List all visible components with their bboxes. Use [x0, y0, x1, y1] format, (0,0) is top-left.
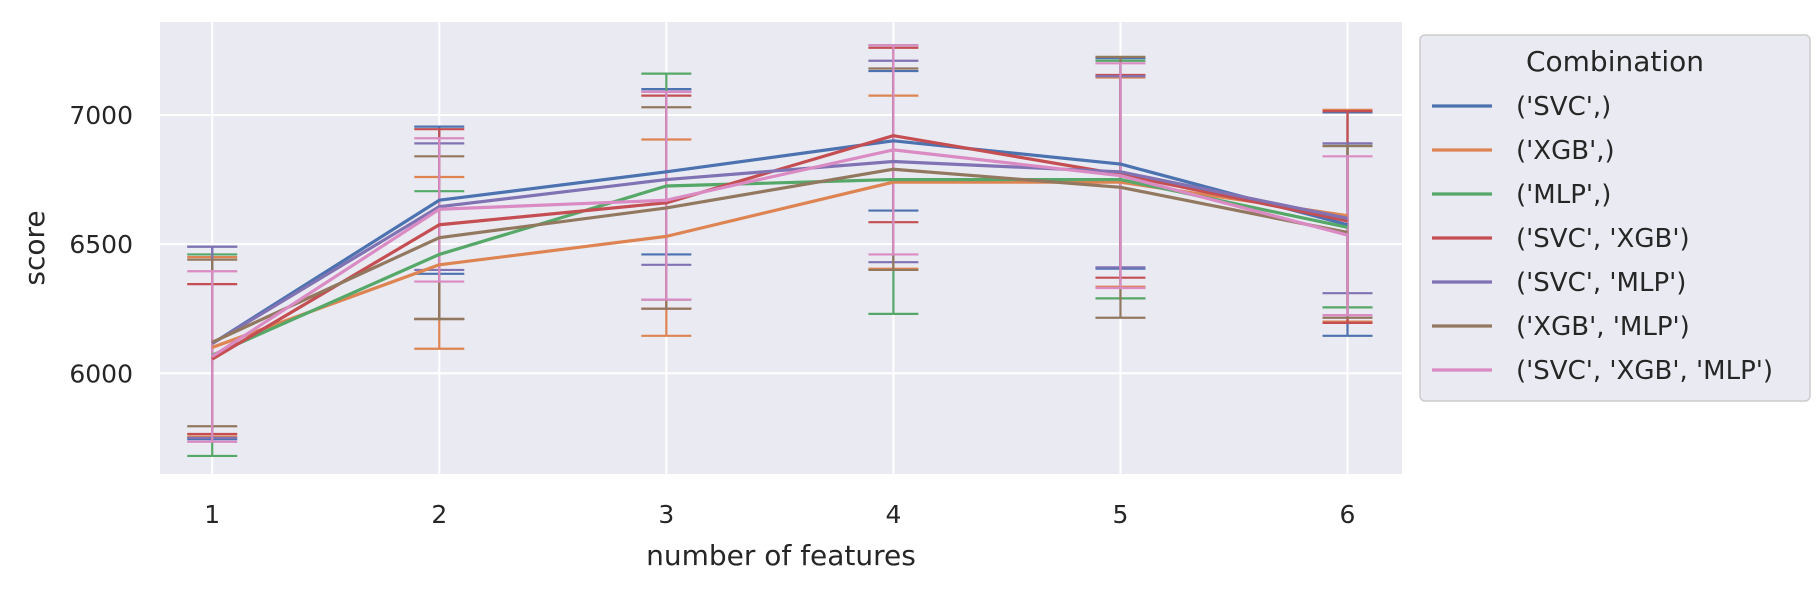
legend-box: [1419, 34, 1811, 402]
series-lines: [211, 134, 1348, 361]
y-axis-label: score: [18, 210, 51, 285]
y-tick-labels: 6000 6500 7000: [69, 101, 133, 388]
x-tick-label: 4: [885, 500, 901, 529]
x-tick-label: 1: [204, 500, 220, 529]
legend-items: ('SVC',) ('XGB',) ('MLP',) ('SVC', 'XGB') ('…: [1432, 92, 1773, 386]
series-line: [211, 148, 1348, 358]
legend-label: ('XGB',): [1516, 136, 1615, 166]
x-tick-label: 5: [1112, 500, 1128, 529]
legend: Combination ('SVC',)('XGB',)('MLP',)('SV…: [1419, 34, 1811, 402]
series-line: [211, 139, 1348, 345]
legend-entry: ('SVC', 'XGB', 'MLP'): [1432, 356, 1773, 386]
legend-entry: ('SVC', 'XGB'): [1432, 224, 1690, 254]
legend-label: ('SVC', 'XGB', 'MLP'): [1516, 356, 1773, 386]
x-tick-labels: 1 2 3 4 5 6: [204, 500, 1355, 529]
legend-entry: ('XGB', 'MLP'): [1432, 312, 1690, 342]
x-tick-label: 3: [658, 500, 674, 529]
legend-label: ('SVC', 'XGB'): [1516, 224, 1690, 254]
legend-entry: ('XGB',): [1432, 136, 1615, 166]
error-bar: [1322, 155, 1373, 317]
legend-entry: ('SVC',): [1432, 92, 1611, 122]
legend-entry: ('SVC', 'MLP'): [1432, 268, 1686, 298]
series-line: [211, 177, 1348, 357]
error-bar: [641, 90, 692, 301]
y-tick-label: 6000: [69, 359, 133, 388]
y-tick-label: 6500: [69, 230, 133, 259]
legend-label: ('MLP',): [1516, 180, 1611, 210]
x-tick-label: 6: [1340, 500, 1356, 529]
legend-label: ('XGB', 'MLP'): [1516, 312, 1690, 342]
plot-area: [160, 22, 1402, 474]
series-line: [211, 167, 1348, 344]
legend-title: Combination: [1526, 45, 1704, 78]
series-line: [211, 159, 1348, 345]
legend-label: ('SVC',): [1516, 92, 1611, 122]
x-axis-label: number of features: [646, 539, 916, 572]
x-tick-label: 2: [431, 500, 447, 529]
y-tick-label: 7000: [69, 101, 133, 130]
legend-label: ('SVC', 'MLP'): [1516, 268, 1686, 298]
legend-entry: ('MLP',): [1432, 180, 1611, 210]
